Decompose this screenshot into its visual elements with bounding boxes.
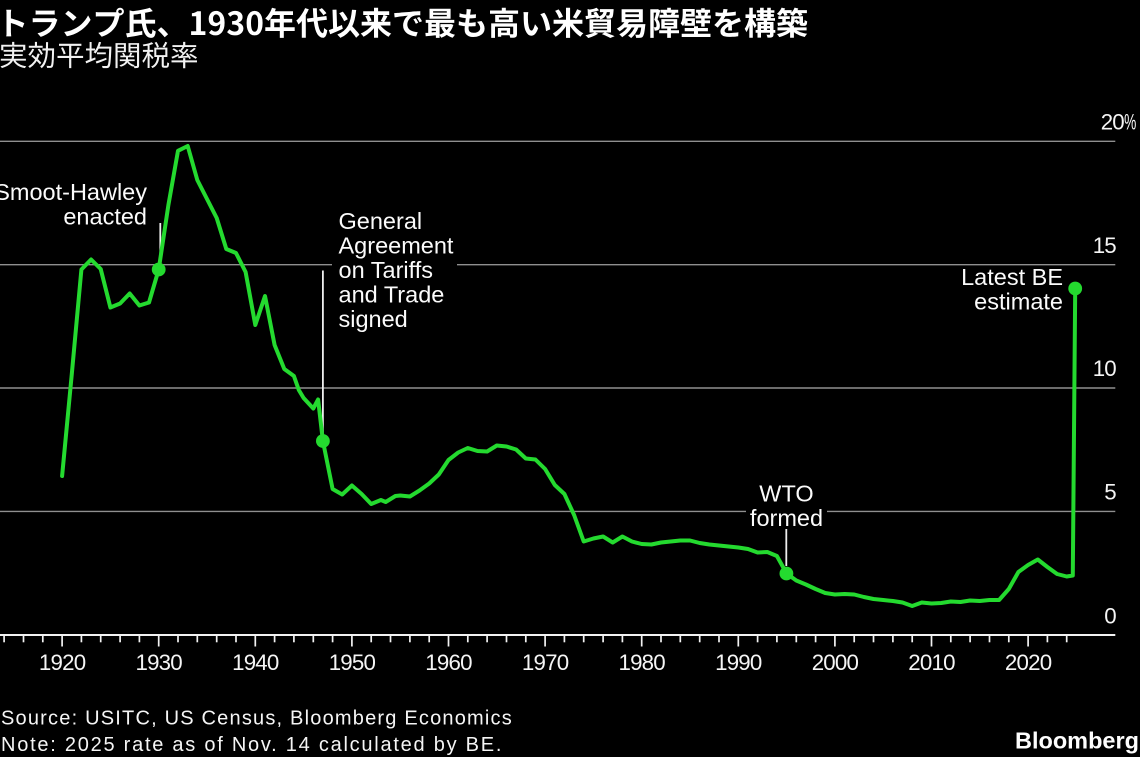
svg-text:1970: 1970: [522, 650, 569, 675]
svg-text:Source: USITC, US Census, Bloo: Source: USITC, US Census, Bloomberg Econ…: [1, 708, 513, 730]
svg-text:enacted: enacted: [63, 204, 147, 230]
svg-text:WTO: WTO: [759, 481, 813, 507]
svg-text:and Trade: and Trade: [339, 282, 445, 308]
svg-text:1980: 1980: [618, 650, 665, 675]
svg-text:10: 10: [1093, 356, 1117, 381]
svg-text:Agreement: Agreement: [339, 233, 454, 259]
svg-text:signed: signed: [339, 306, 408, 332]
svg-text:1920: 1920: [39, 650, 86, 675]
svg-text:1930: 1930: [135, 650, 182, 675]
svg-text:on Tariffs: on Tariffs: [339, 257, 434, 283]
svg-text:2000: 2000: [812, 650, 859, 675]
svg-text:15: 15: [1093, 233, 1117, 258]
svg-text:1950: 1950: [329, 650, 376, 675]
svg-text:2020: 2020: [1005, 650, 1052, 675]
svg-text:Latest BE: Latest BE: [961, 264, 1063, 290]
svg-text:1940: 1940: [232, 650, 279, 675]
svg-text:Smoot-Hawley: Smoot-Hawley: [0, 179, 147, 205]
svg-text:Bloomberg: Bloomberg: [1015, 728, 1139, 754]
svg-text:%: %: [1124, 109, 1136, 134]
svg-text:1960: 1960: [425, 650, 472, 675]
svg-text:estimate: estimate: [974, 289, 1063, 315]
svg-text:20: 20: [1101, 109, 1125, 134]
svg-text:Note: 2025 rate as of Nov. 14: Note: 2025 rate as of Nov. 14 calculated…: [1, 734, 503, 756]
svg-text:1990: 1990: [715, 650, 762, 675]
svg-text:0: 0: [1104, 603, 1116, 628]
svg-text:5: 5: [1104, 480, 1116, 505]
svg-text:General: General: [339, 208, 423, 234]
svg-text:2010: 2010: [908, 650, 955, 675]
svg-text:formed: formed: [750, 505, 823, 531]
